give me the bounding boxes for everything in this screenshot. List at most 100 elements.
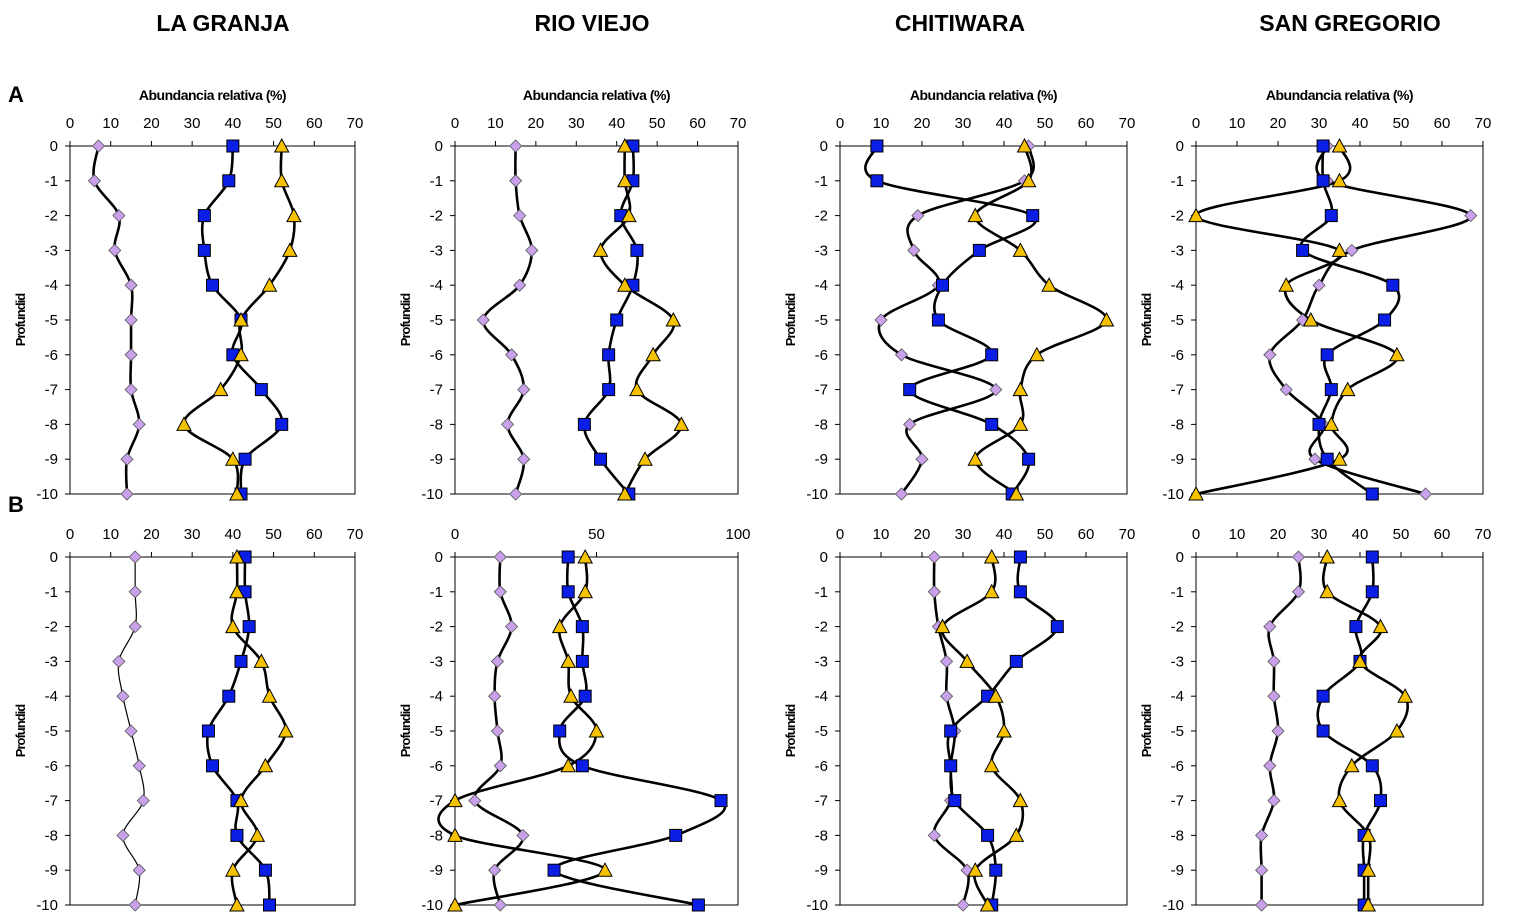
y-tick-label: -7 [1171, 382, 1184, 399]
x-tick-label: 60 [306, 526, 323, 543]
y-tick-label: -10 [1162, 486, 1184, 503]
panel-4-series-2-point-5-triangle-marker [277, 722, 294, 738]
panel-7-series-2-point-6-triangle-marker [1343, 757, 1360, 773]
panel-6-series-1-point-8-square-marker [981, 828, 995, 842]
panel-2-series-2-point-10-triangle-marker [1008, 485, 1025, 501]
panel-2-series-2-point-8-triangle-marker [1012, 416, 1029, 431]
plot-frame [1195, 145, 1484, 495]
panel-1-series-2-point-0-triangle-marker [616, 137, 633, 153]
panel-0-series-0-point-1-diamond-marker [87, 174, 101, 188]
y-tick-label: -1 [430, 584, 443, 601]
y-tick-label: -6 [430, 347, 443, 364]
panel-6-series-1-point-2-square-marker [1050, 620, 1064, 634]
panel-1-series-1-point-6-square-marker [602, 348, 616, 362]
site-title-chitiwara: CHITIWARA [894, 10, 1026, 36]
plot-frame [1195, 556, 1484, 906]
panel-3-series-2-point-4-triangle-marker [1278, 277, 1295, 292]
series-diamond-line [482, 145, 534, 495]
panel-4-series-2-point-10-triangle-marker [229, 896, 245, 912]
y-tick-label: -10 [806, 897, 828, 914]
panel-2-series-2-point-7-triangle-marker [1012, 381, 1029, 397]
y-tick-label: -8 [815, 827, 828, 844]
x-tick-label: 70 [730, 115, 747, 132]
y-tick-label: -4 [815, 688, 828, 705]
panel-3-series-1-point-4-square-marker [1386, 278, 1400, 292]
x-axis-label: Abundancia relativa (%) [1266, 87, 1413, 103]
y-tick-label: -5 [45, 312, 58, 329]
panel-6-series-2-point-8-triangle-marker [1008, 827, 1025, 842]
panel-2-series-0-point-10-diamond-marker [894, 487, 909, 501]
y-tick-label: -8 [430, 416, 443, 433]
x-tick-label: 70 [347, 115, 364, 132]
y-tick-label: -3 [430, 653, 443, 670]
panel-4-series-0-point-6-diamond-marker [132, 759, 146, 773]
y-tick-label: -3 [45, 242, 58, 259]
panel-5-series-2-point-2-triangle-marker [551, 618, 568, 634]
panel-7-series-2-point-1-triangle-marker [1319, 583, 1336, 599]
y-tick-label: -4 [815, 277, 828, 294]
y-tick-label: -5 [815, 723, 828, 740]
panel-5-series-0-point-5-diamond-marker [490, 724, 505, 738]
panel-4-series-0-point-9-diamond-marker [132, 863, 146, 877]
panel-1-series-2-point-10-triangle-marker [616, 485, 633, 501]
y-tick-label: -9 [430, 451, 443, 468]
panel-0-series-2-point-5-triangle-marker [233, 311, 249, 327]
y-tick-label: -2 [45, 619, 58, 636]
panel-0-series-0-point-10-diamond-marker [120, 487, 134, 501]
x-tick-label: 60 [1078, 115, 1095, 132]
panel-3-series-2-point-6-triangle-marker [1389, 346, 1405, 362]
y-tick-label: -10 [806, 486, 828, 503]
panel-0-series-2-point-3-triangle-marker [282, 242, 298, 257]
panel-0-series-0-point-3-diamond-marker [108, 243, 122, 257]
panel-2-series-0-point-3-diamond-marker [907, 243, 921, 257]
y-tick-label: -9 [1171, 862, 1184, 879]
panel-5-series-0-point-1-diamond-marker [493, 585, 507, 599]
x-tick-label: 60 [689, 115, 706, 132]
x-tick-label: 0 [836, 115, 844, 132]
panel-5-series-0-point-6-diamond-marker [493, 759, 507, 773]
panel-1-series-2-point-9-triangle-marker [637, 451, 653, 466]
panel-6-series-1-point-0-square-marker [1013, 550, 1027, 564]
panel-A-rio-viejo: 0 10 20 30 40 50 60 70 0 -1 -2 -3 -4 -5 -6 -7 -8 -9 -10 Abu… [398, 87, 746, 503]
x-tick-label: 60 [306, 115, 323, 132]
panel-1-series-1-point-7-square-marker [602, 383, 616, 397]
panel-3-series-0-point-9-diamond-marker [1308, 452, 1322, 466]
panel-3-series-2-point-3-triangle-marker [1331, 242, 1348, 257]
y-tick-label: 0 [50, 138, 58, 155]
panel-4-series-0-point-7-diamond-marker [136, 794, 150, 808]
panel-7-series-2-point-2-triangle-marker [1372, 618, 1389, 634]
x-tick-label: 30 [568, 115, 585, 132]
panel-4-series-1-point-2-square-marker [242, 620, 256, 634]
panel-2-series-1-point-7-square-marker [903, 383, 917, 397]
panel-3-series-1-point-8-square-marker [1312, 417, 1326, 431]
panel-2-series-1-point-3-square-marker [972, 243, 986, 257]
panel-3-series-1-point-1-square-marker [1316, 174, 1330, 188]
panel-1-series-1-point-3-square-marker [630, 243, 644, 257]
panel-0-series-2-point-0-triangle-marker [273, 137, 290, 153]
panel-5-series-1-point-5-square-marker [553, 724, 567, 738]
y-tick-label: -9 [815, 451, 828, 468]
x-tick-label: 10 [1229, 526, 1246, 543]
panel-7-series-1-point-7-square-marker [1374, 794, 1387, 808]
panel-0-series-1-point-1-square-marker [222, 174, 236, 188]
panel-B-san-gregorio: 0 10 20 30 40 50 60 70 0 -1 -2 -3 -4 -5 -6 -7 -8 -9 -10 Pro… [1139, 526, 1491, 914]
panel-0-series-0-point-6-diamond-marker [124, 348, 138, 362]
panel-1-series-1-point-8-square-marker [577, 417, 591, 431]
panel-7-series-2-point-5-triangle-marker [1389, 722, 1405, 738]
y-tick-label: -4 [430, 277, 443, 294]
panel-4-series-1-point-4-square-marker [222, 689, 236, 703]
panel-2-series-1-point-0-square-marker [870, 139, 884, 153]
y-axis-label: Profundid [1139, 293, 1154, 346]
y-tick-label: -8 [430, 827, 443, 844]
x-tick-label: 40 [996, 526, 1013, 543]
y-tick-label: -6 [45, 758, 58, 775]
y-tick-label: -7 [430, 793, 443, 810]
y-tick-label: 0 [1176, 138, 1184, 155]
panel-1-series-0-point-10-diamond-marker [509, 487, 523, 501]
y-tick-label: 0 [820, 138, 828, 155]
panel-6-series-2-point-3-triangle-marker [959, 653, 975, 668]
panel-0-series-2-point-1-triangle-marker [273, 172, 290, 188]
panel-2-series-0-point-5-diamond-marker [874, 313, 888, 327]
panel-3-series-2-point-9-triangle-marker [1331, 451, 1348, 466]
